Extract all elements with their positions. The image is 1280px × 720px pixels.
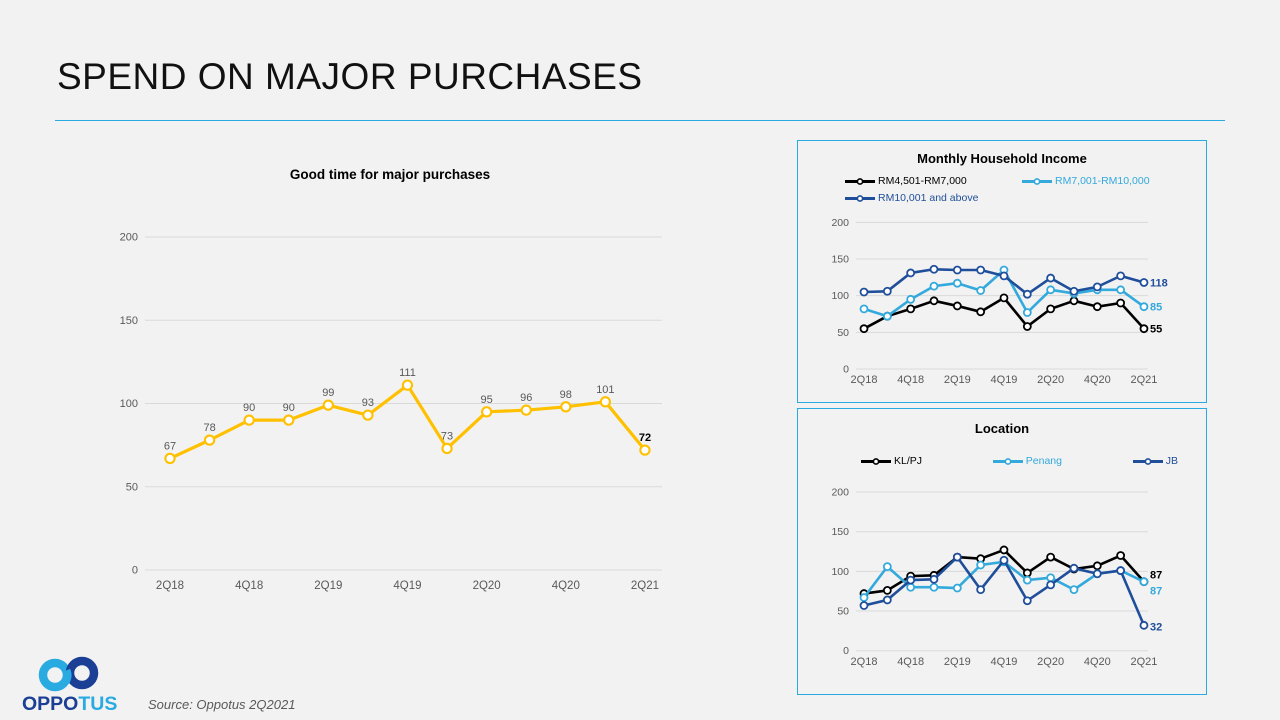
line-marker-icon [861,457,891,465]
line-marker-icon [845,194,875,202]
svg-text:2Q20: 2Q20 [1037,656,1064,668]
svg-text:2Q18: 2Q18 [156,580,184,592]
line-marker-icon [1022,177,1052,185]
location-chart-plot: 0 50 100 150 200 2Q18 4Q18 2Q19 4Q19 2Q20 4Q20 2Q21… [831,487,1162,668]
income-chart-plot: 0 50 100 150 200 2Q18 4Q18 2Q19 4Q19 2Q20 4Q20 2Q21… [831,219,1168,386]
main-chart-plot: 0 50 100 150 200 2Q18 4Q18 2Q19 4Q19 2Q20 4Q20 2Q21… [120,232,662,592]
svg-text:50: 50 [837,606,849,618]
svg-text:78: 78 [203,422,215,434]
source-note: Source: Oppotus 2Q2021 [148,697,296,712]
legend-item-income-3: RM10,001 and above [844,192,1021,204]
main-chart-title: Good time for major purchases [289,167,491,182]
svg-text:2Q21: 2Q21 [1130,374,1157,386]
location-chart-title: Location [974,421,1030,436]
svg-text:99: 99 [322,387,334,399]
svg-text:2Q21: 2Q21 [631,580,659,592]
svg-text:200: 200 [831,219,849,229]
legend-item-income-2: RM7,001-RM10,000 [1021,175,1198,187]
svg-text:50: 50 [837,327,849,339]
line-marker-icon [845,177,875,185]
svg-text:90: 90 [283,402,295,414]
line-marker-icon [992,457,1023,465]
svg-text:101: 101 [596,384,614,396]
svg-text:100: 100 [120,398,138,410]
svg-text:72: 72 [639,432,651,444]
income-chart-title: Monthly Household Income [917,151,1087,166]
line-marker-icon [1132,457,1163,465]
legend-label: RM4,501-RM7,000 [878,175,967,187]
income-legend: RM4,501-RM7,000 RM7,001-RM10,000 RM10,00… [844,175,1198,204]
svg-text:2Q20: 2Q20 [473,580,501,592]
svg-text:2Q21: 2Q21 [1130,656,1157,668]
legend-label: JB [1165,455,1178,467]
svg-text:2Q19: 2Q19 [944,656,971,668]
logo-text-secondary: TUS [78,693,118,715]
svg-text:4Q19: 4Q19 [393,580,421,592]
svg-text:0: 0 [843,645,849,657]
page-title: SPEND ON MAJOR PURCHASES [57,56,643,97]
svg-text:2Q18: 2Q18 [851,374,878,386]
svg-text:150: 150 [120,315,138,327]
svg-text:0: 0 [132,565,138,577]
svg-text:90: 90 [243,402,255,414]
svg-text:2Q18: 2Q18 [851,656,878,668]
svg-text:0: 0 [843,364,849,376]
svg-text:4Q20: 4Q20 [552,580,580,592]
svg-text:200: 200 [831,487,849,499]
svg-text:87: 87 [1150,570,1162,582]
svg-text:87: 87 [1150,586,1162,598]
oppotus-logo-text: OPPOTUS [22,693,117,716]
svg-text:200: 200 [120,232,138,244]
svg-text:2Q19: 2Q19 [314,580,342,592]
legend-item-location-3: JB [1132,455,1178,467]
svg-text:150: 150 [831,526,849,538]
svg-text:118: 118 [1150,277,1168,289]
svg-text:32: 32 [1150,621,1162,633]
location-legend: KL/PJ Penang JB [860,455,1178,467]
legend-item-location-2: Penang [992,455,1062,467]
svg-text:4Q18: 4Q18 [235,580,263,592]
oppotus-logo-icon [38,656,99,692]
svg-text:100: 100 [831,290,849,302]
legend-label: RM7,001-RM10,000 [1055,175,1150,187]
svg-text:67: 67 [164,440,176,452]
svg-text:73: 73 [441,430,453,442]
svg-text:96: 96 [520,392,532,404]
income-panel: Monthly Household Income RM4,501-RM7,000… [797,140,1207,403]
svg-text:2Q19: 2Q19 [944,374,971,386]
svg-text:100: 100 [831,566,849,578]
svg-text:150: 150 [831,254,849,266]
svg-text:4Q19: 4Q19 [991,656,1018,668]
svg-text:85: 85 [1150,302,1162,314]
legend-item-income-1: RM4,501-RM7,000 [844,175,1021,187]
logo-text-primary: OPPO [22,693,79,715]
location-panel: Location KL/PJ Penang [797,408,1207,695]
svg-text:4Q18: 4Q18 [897,656,924,668]
svg-text:93: 93 [362,397,374,409]
svg-text:4Q19: 4Q19 [991,374,1018,386]
legend-label: Penang [1025,455,1062,467]
svg-text:111: 111 [399,367,416,379]
svg-text:95: 95 [481,394,493,406]
svg-text:2Q20: 2Q20 [1037,374,1064,386]
title-underline [55,120,1225,121]
legend-item-location-1: KL/PJ [860,455,922,467]
svg-text:50: 50 [126,481,138,493]
legend-label: KL/PJ [894,455,923,467]
svg-text:55: 55 [1150,324,1162,336]
legend-label: RM10,001 and above [878,192,979,204]
svg-text:4Q20: 4Q20 [1084,656,1111,668]
svg-text:98: 98 [560,389,572,401]
svg-text:4Q20: 4Q20 [1084,374,1111,386]
svg-text:4Q18: 4Q18 [897,374,924,386]
